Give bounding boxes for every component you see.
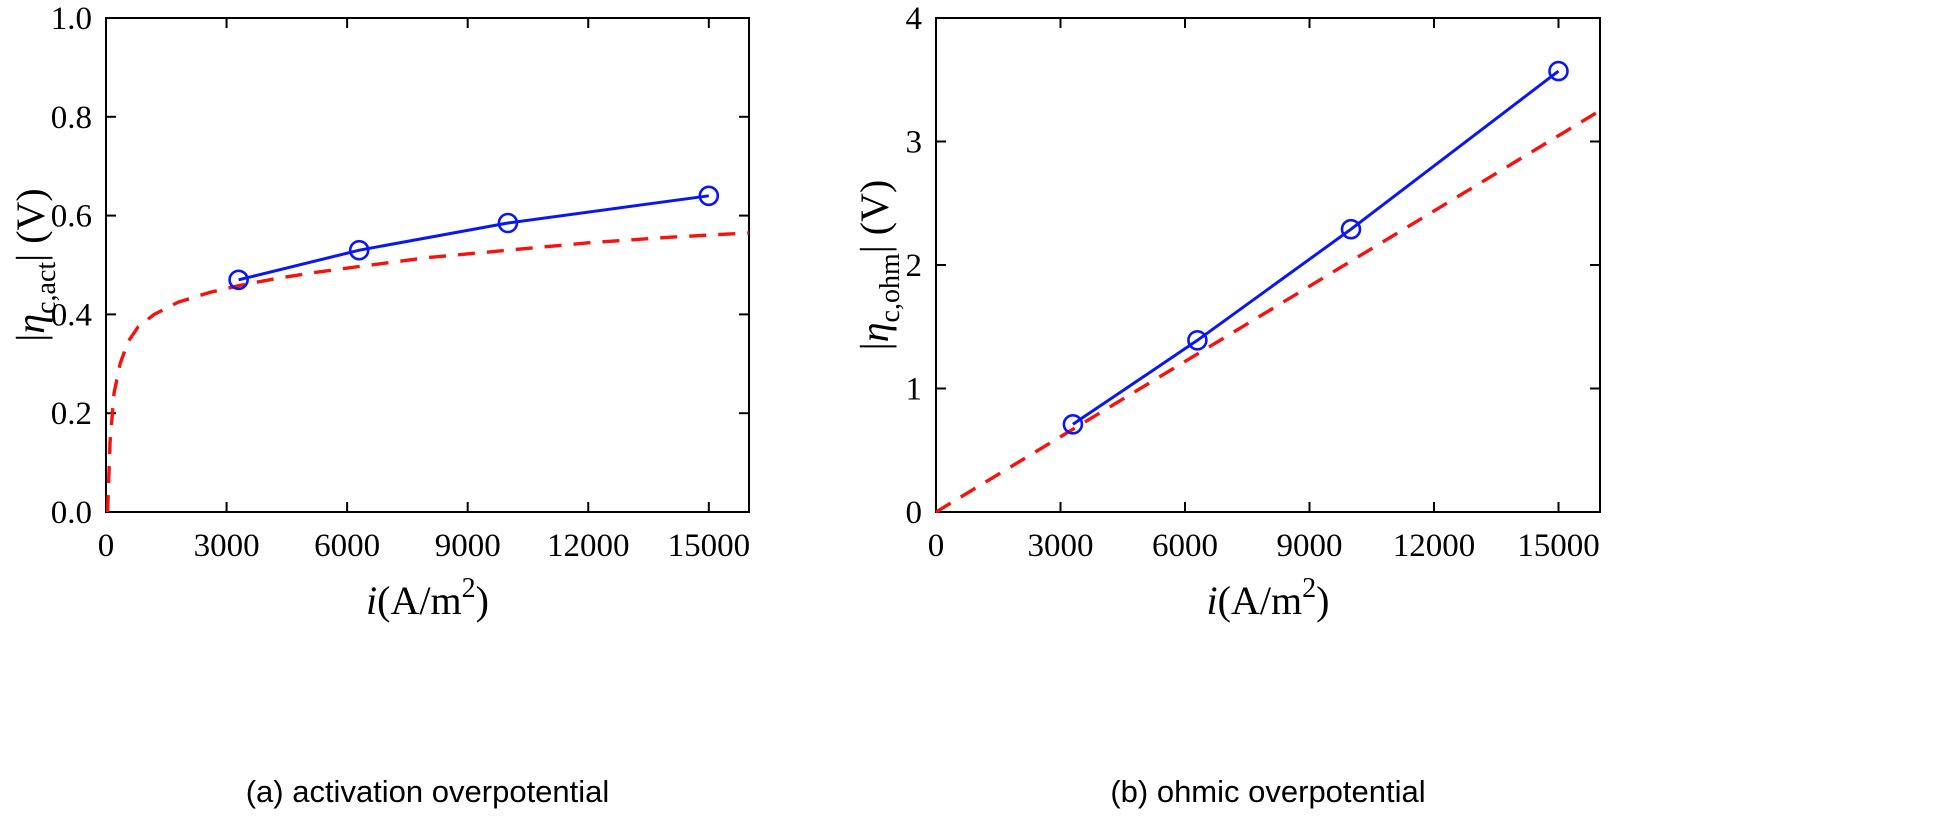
x-tick-label: 3000 [194, 528, 260, 564]
y-tick-label: 2 [906, 248, 923, 284]
circle-marker [1548, 60, 1569, 82]
x-tick-label: 9000 [435, 528, 501, 564]
series-blue-solid-circles [1062, 60, 1569, 435]
x-tick-label: 12000 [547, 528, 630, 564]
circle-marker [228, 269, 249, 291]
y-axis: 0.0 0.2 0.4 0.6 0.8 1.0 [51, 1, 749, 531]
x-axis-label: i(A/m2) [366, 573, 489, 623]
x-tick-label: 9000 [1277, 528, 1343, 564]
x-tick-label: 6000 [314, 528, 380, 564]
x-axis: 0 3000 6000 9000 12000 15000 [98, 18, 750, 564]
y-axis-label: |ηc,ohm| (V) [852, 180, 906, 351]
y-axis-label: |ηc,act| (V) [8, 188, 62, 341]
circle-marker [497, 212, 519, 234]
caption-activation: (a) activation overpotential [245, 774, 610, 809]
caption-ohmic: (b) ohmic overpotential [1110, 774, 1426, 809]
series-line [105, 231, 750, 513]
plot-box [105, 17, 750, 513]
x-tick-label: 0 [928, 528, 945, 564]
circle-marker [1187, 329, 1208, 351]
panel-ohmic: 0 3000 6000 9000 12000 15000 0 1 2 3 4 i(A/m2) |ηc,o… [850, 0, 1944, 832]
y-tick-label: 0.8 [51, 100, 92, 136]
series-red-dashed-model [935, 109, 1601, 514]
circle-marker [348, 239, 370, 261]
x-axis-label: i(A/m2) [1207, 573, 1330, 623]
x-tick-label: 15000 [1517, 528, 1600, 564]
panel-activation: 0 3000 6000 9000 12000 15000 0.0 0.2 0.4 0.6 0.8 1.… [0, 0, 850, 832]
series-line [238, 194, 710, 282]
x-tick-label: 15000 [668, 528, 751, 564]
y-tick-label: 0.0 [51, 495, 92, 531]
ohmic-overpotential-chart: 0 3000 6000 9000 12000 15000 0 1 2 3 4 i(A/m2) |ηc,o… [852, 1, 1601, 623]
series-line [1072, 69, 1560, 426]
circle-marker [1062, 413, 1084, 435]
series-line [935, 109, 1601, 514]
y-tick-label: 1.0 [51, 1, 92, 37]
circle-marker [1340, 218, 1362, 240]
y-tick-label: 3 [906, 125, 923, 161]
activation-overpotential-chart: 0 3000 6000 9000 12000 15000 0.0 0.2 0.4 0.6 0.8 1.… [8, 1, 750, 623]
series-blue-solid-circles [228, 185, 720, 291]
y-axis: 0 1 2 3 4 [906, 1, 1600, 531]
y-tick-label: 0 [906, 495, 923, 531]
x-tick-label: 6000 [1152, 528, 1218, 564]
y-tick-label: 0.4 [51, 297, 92, 333]
x-axis: 0 3000 6000 9000 12000 15000 [928, 18, 1600, 564]
x-tick-label: 0 [98, 528, 115, 564]
circle-marker [698, 185, 720, 207]
series-red-dashed-model [105, 231, 750, 513]
plot-box [935, 17, 1601, 513]
y-tick-label: 0.6 [51, 199, 92, 235]
x-tick-label: 3000 [1028, 528, 1094, 564]
y-tick-label: 4 [906, 1, 923, 37]
y-tick-label: 1 [906, 372, 923, 408]
y-tick-label: 0.2 [51, 396, 92, 432]
x-tick-label: 12000 [1393, 528, 1476, 564]
